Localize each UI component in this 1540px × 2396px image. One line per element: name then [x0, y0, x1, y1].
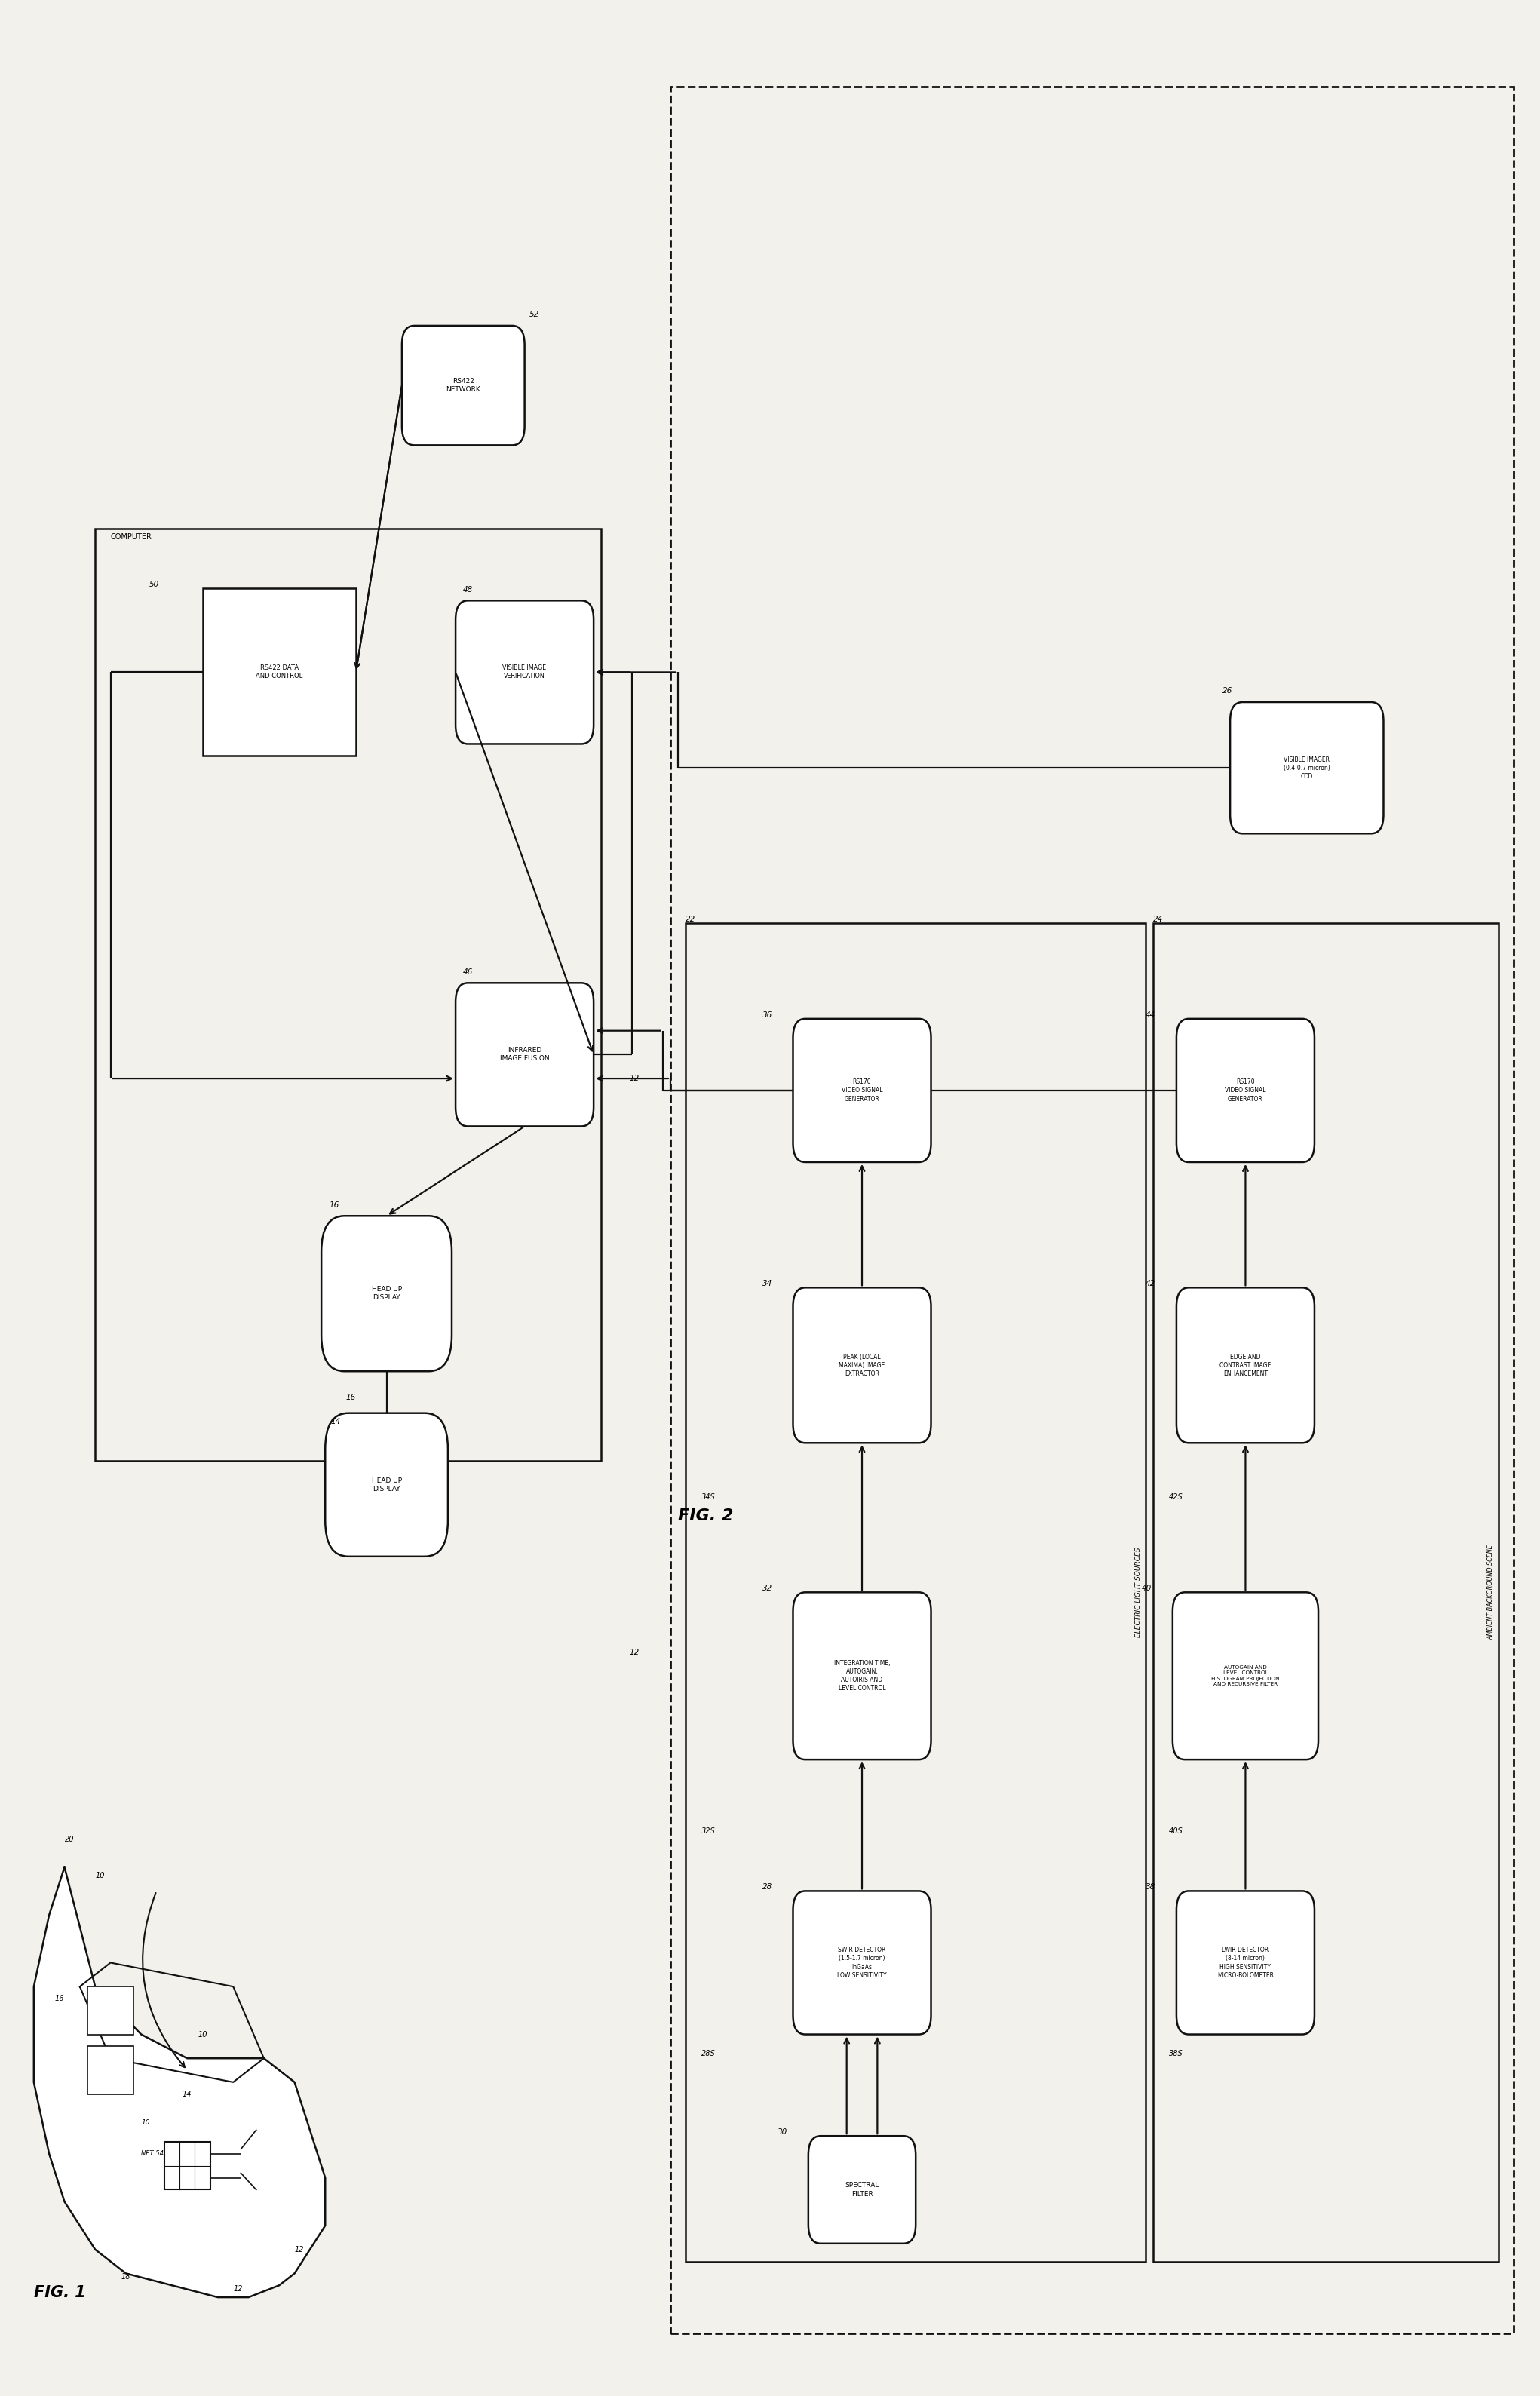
Bar	[670, 86, 1514, 2334]
FancyBboxPatch shape	[1177, 1890, 1315, 2034]
Text: SPECTRAL
FILTER: SPECTRAL FILTER	[845, 2183, 879, 2197]
Bar	[685, 922, 1146, 2262]
Text: 48: 48	[464, 587, 473, 594]
Text: 10: 10	[142, 2120, 149, 2125]
Text: 32: 32	[762, 1584, 773, 1593]
Bar	[203, 589, 356, 755]
Text: 34S: 34S	[701, 1493, 715, 1500]
Text: 28S: 28S	[701, 2049, 715, 2058]
FancyBboxPatch shape	[325, 1414, 448, 1557]
Text: 40: 40	[1143, 1584, 1152, 1593]
Text: 50: 50	[149, 582, 159, 589]
FancyBboxPatch shape	[456, 982, 593, 1126]
Text: 16: 16	[346, 1394, 356, 1402]
Text: INTEGRATION TIME,
AUTOGAIN,
AUTOIRIS AND
LEVEL CONTROL: INTEGRATION TIME, AUTOGAIN, AUTOIRIS AND…	[835, 1660, 890, 1692]
Text: 22: 22	[685, 915, 696, 922]
Text: 30: 30	[778, 2128, 787, 2135]
Text: 42S: 42S	[1169, 1493, 1183, 1500]
Polygon shape	[34, 1866, 325, 2298]
Text: RS422 DATA
AND CONTROL: RS422 DATA AND CONTROL	[256, 664, 303, 680]
Text: 38S: 38S	[1169, 2049, 1183, 2058]
Text: 40S: 40S	[1169, 1828, 1183, 1835]
Text: SWIR DETECTOR
(1.5-1.7 micron)
InGaAs
LOW SENSITIVITY: SWIR DETECTOR (1.5-1.7 micron) InGaAs LO…	[838, 1948, 887, 1979]
Text: FIG. 1: FIG. 1	[34, 2286, 86, 2300]
Text: NET 54: NET 54	[142, 2152, 163, 2156]
Text: RS422
NETWORK: RS422 NETWORK	[447, 379, 480, 393]
Text: 38: 38	[1146, 1883, 1155, 1890]
Text: PEAK (LOCAL
MAXIMA) IMAGE
EXTRACTOR: PEAK (LOCAL MAXIMA) IMAGE EXTRACTOR	[839, 1354, 885, 1378]
Text: 28: 28	[762, 1883, 773, 1890]
Text: VISIBLE IMAGE
VERIFICATION: VISIBLE IMAGE VERIFICATION	[502, 664, 547, 680]
FancyBboxPatch shape	[793, 1287, 932, 1442]
Text: VISIBLE IMAGER
(0.4-0.7 micron)
CCD: VISIBLE IMAGER (0.4-0.7 micron) CCD	[1283, 757, 1331, 779]
FancyBboxPatch shape	[456, 601, 593, 743]
Bar	[88, 2046, 134, 2094]
FancyBboxPatch shape	[322, 1215, 451, 1371]
Text: 12: 12	[294, 2245, 303, 2252]
Text: 10: 10	[95, 1871, 105, 1878]
Text: 44: 44	[1146, 1011, 1155, 1018]
Text: FIG. 2: FIG. 2	[678, 1509, 733, 1524]
Bar	[88, 1986, 134, 2034]
Text: 10: 10	[197, 2032, 208, 2039]
Text: 16: 16	[330, 1200, 339, 1208]
Text: 42: 42	[1146, 1279, 1155, 1287]
Text: 34: 34	[762, 1279, 773, 1287]
FancyBboxPatch shape	[402, 326, 525, 446]
Text: EDGE AND
CONTRAST IMAGE
ENHANCEMENT: EDGE AND CONTRAST IMAGE ENHANCEMENT	[1220, 1354, 1270, 1378]
Text: 12: 12	[233, 2286, 243, 2293]
Bar	[1153, 922, 1498, 2262]
Text: RS170
VIDEO SIGNAL
GENERATOR: RS170 VIDEO SIGNAL GENERATOR	[841, 1078, 882, 1102]
Text: 52: 52	[530, 311, 539, 319]
Text: 14: 14	[331, 1418, 340, 1426]
Text: 32S: 32S	[701, 1828, 715, 1835]
Text: AMBIENT BACKGROUND SCENE: AMBIENT BACKGROUND SCENE	[1488, 1545, 1494, 1639]
Text: LWIR DETECTOR
(8-14 micron)
HIGH SENSITIVITY
MICRO-BOLOMETER: LWIR DETECTOR (8-14 micron) HIGH SENSITI…	[1217, 1948, 1274, 1979]
Text: 24: 24	[1153, 915, 1163, 922]
FancyBboxPatch shape	[1177, 1287, 1315, 1442]
Text: COMPUTER: COMPUTER	[111, 534, 152, 541]
Text: AUTOGAIN AND
LEVEL CONTROL
HISTOGRAM PROJECTION
AND RECURSIVE FILTER: AUTOGAIN AND LEVEL CONTROL HISTOGRAM PRO…	[1212, 1665, 1280, 1687]
FancyBboxPatch shape	[1230, 702, 1383, 834]
Text: HEAD UP
DISPLAY: HEAD UP DISPLAY	[371, 1287, 402, 1301]
Text: 12: 12	[630, 1076, 639, 1083]
Text: 46: 46	[464, 968, 473, 975]
Text: 14: 14	[182, 2089, 192, 2099]
FancyBboxPatch shape	[808, 2135, 916, 2243]
Text: 12: 12	[630, 1648, 639, 1656]
Text: 18: 18	[122, 2274, 131, 2281]
Text: 16: 16	[55, 1996, 65, 2003]
Text: RS170
VIDEO SIGNAL
GENERATOR: RS170 VIDEO SIGNAL GENERATOR	[1224, 1078, 1266, 1102]
FancyBboxPatch shape	[1172, 1593, 1318, 1759]
FancyBboxPatch shape	[793, 1018, 932, 1162]
Text: 26: 26	[1223, 688, 1232, 695]
Text: HEAD UP
DISPLAY: HEAD UP DISPLAY	[371, 1478, 402, 1493]
Text: ELECTRIC LIGHT SOURCES: ELECTRIC LIGHT SOURCES	[1135, 1548, 1141, 1636]
Bar	[95, 530, 601, 1462]
Text: INFRARED
IMAGE FUSION: INFRARED IMAGE FUSION	[500, 1047, 550, 1061]
Text: 36: 36	[762, 1011, 773, 1018]
Text: 20: 20	[65, 1835, 74, 1843]
FancyBboxPatch shape	[1177, 1018, 1315, 1162]
FancyBboxPatch shape	[793, 1593, 932, 1759]
Bar	[165, 2142, 209, 2190]
FancyBboxPatch shape	[793, 1890, 932, 2034]
